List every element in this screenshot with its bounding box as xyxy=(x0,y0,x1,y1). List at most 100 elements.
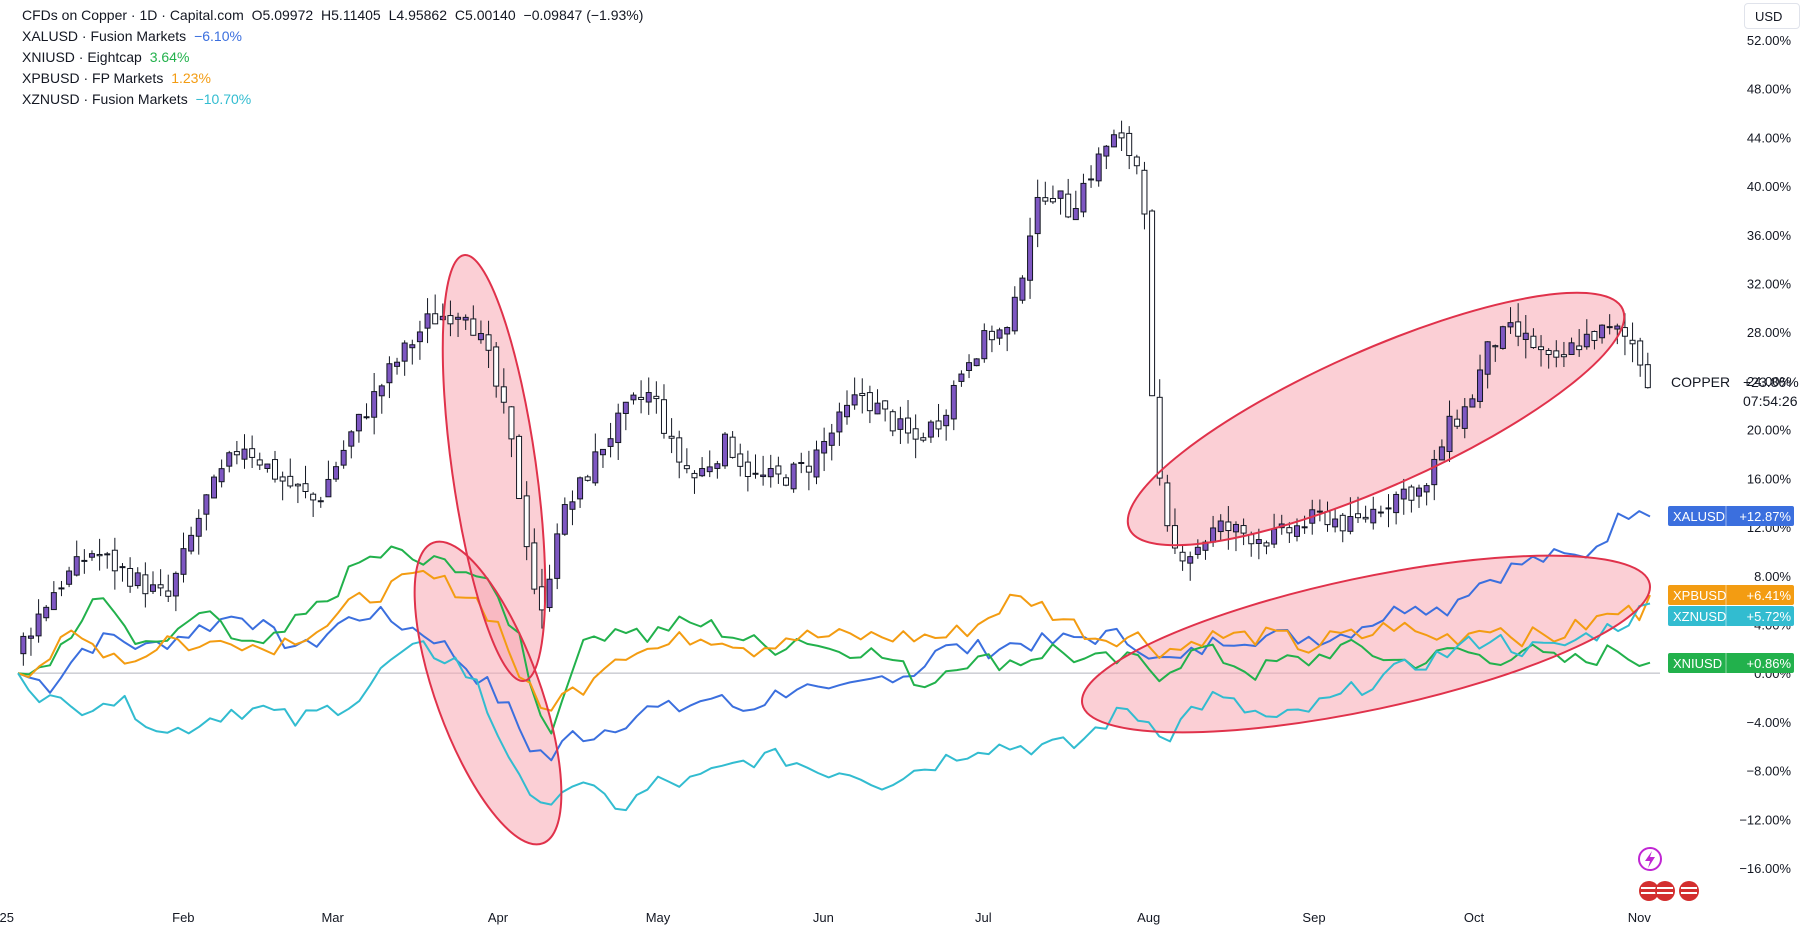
candle-body xyxy=(1293,525,1300,537)
candle-body xyxy=(1499,326,1506,349)
candle-body xyxy=(905,417,912,434)
candle-body xyxy=(767,468,774,478)
copper-symbol-label: COPPER xyxy=(1671,374,1730,390)
candle-body xyxy=(1232,523,1239,533)
candle-body xyxy=(256,459,263,466)
us-flag-icon xyxy=(1655,881,1675,901)
candle-body xyxy=(1065,193,1072,218)
candle-body xyxy=(538,586,545,611)
candle-body xyxy=(1530,335,1537,349)
candle-body xyxy=(844,404,851,418)
candle-body xyxy=(172,572,179,597)
candle-body xyxy=(1248,534,1255,545)
y-tick-label: −8.00% xyxy=(1747,764,1792,779)
badge-symbol: XZNUSD xyxy=(1673,609,1726,624)
candle-body xyxy=(127,568,134,587)
candle-body xyxy=(462,316,469,321)
candle-body xyxy=(1034,196,1041,235)
candle-body xyxy=(149,584,156,592)
y-tick-label: 24.00% xyxy=(1747,374,1792,389)
copper-candles xyxy=(20,120,1651,666)
candle-body xyxy=(188,534,195,552)
candle-body xyxy=(401,342,408,362)
candle-body xyxy=(737,453,744,467)
highlight-ellipses xyxy=(414,255,1650,845)
candle-body xyxy=(660,399,667,434)
countdown-timer: 07:54:26 xyxy=(1743,393,1798,409)
y-tick-label: 44.00% xyxy=(1747,130,1792,145)
x-tick-label: Feb xyxy=(172,910,194,925)
main-symbol-row[interactable]: CFDs on Copper · 1D · Capital.com O5.099… xyxy=(22,5,647,26)
candle-body xyxy=(607,438,614,447)
candle-body xyxy=(477,333,484,341)
badge-value: +5.72% xyxy=(1747,609,1792,624)
candle-body xyxy=(1477,369,1484,402)
lightning-icon[interactable] xyxy=(1638,847,1662,871)
candle-body xyxy=(27,635,34,639)
candle-body xyxy=(203,494,210,515)
comparison-series xyxy=(17,510,1651,812)
candle-body xyxy=(988,330,995,341)
candle-body xyxy=(569,501,576,510)
candle-body xyxy=(416,331,423,343)
candle-body xyxy=(1286,527,1293,534)
candle-body xyxy=(798,461,805,464)
x-tick-label: Jun xyxy=(813,910,834,925)
candle-body xyxy=(1347,516,1354,532)
last-value-badge-bg xyxy=(1668,653,1794,673)
legend-item-xpbusd[interactable]: XPBUSD · FP Markets 1.23% xyxy=(22,68,647,89)
candle-body xyxy=(1461,406,1468,429)
legend-item-xniusd[interactable]: XNIUSD · Eightcap 3.64% xyxy=(22,47,647,68)
candle-body xyxy=(226,452,233,467)
candle-body xyxy=(1194,546,1201,555)
candle-body xyxy=(912,428,919,440)
candle-body xyxy=(1019,277,1026,301)
y-tick-label: 48.00% xyxy=(1747,82,1792,97)
candle-body xyxy=(1377,511,1384,514)
candle-body xyxy=(81,559,88,562)
candle-body xyxy=(1591,331,1598,341)
candle-body xyxy=(1126,132,1133,157)
candle-body xyxy=(1088,178,1095,181)
currency-button[interactable]: USD xyxy=(1744,3,1800,29)
candle-body xyxy=(455,316,462,320)
highlight-ellipse-fill xyxy=(1082,555,1650,733)
candle-body xyxy=(1614,325,1621,330)
last-value-badge-bg xyxy=(1668,606,1794,626)
candle-body xyxy=(1515,321,1522,337)
candle-body xyxy=(1316,510,1323,513)
candle-body xyxy=(645,392,652,403)
candle-body xyxy=(134,572,141,587)
last-value-badge-bg xyxy=(1668,585,1794,605)
x-tick-label: 2025 xyxy=(0,910,14,925)
candle-body xyxy=(577,477,584,500)
x-tick-label: Sep xyxy=(1302,910,1325,925)
candle-body xyxy=(195,517,202,537)
candle-body xyxy=(294,483,301,487)
legend-label: XALUSD · Fusion Markets xyxy=(22,28,187,44)
candle-body xyxy=(508,406,515,440)
candle-body xyxy=(1095,153,1102,182)
legend-item-xznusd[interactable]: XZNUSD · Fusion Markets −10.70% xyxy=(22,89,647,110)
candle-body xyxy=(394,361,401,367)
candle-body xyxy=(882,400,889,410)
candle-body xyxy=(1423,485,1430,493)
candle-body xyxy=(1599,324,1606,339)
candle-body xyxy=(889,411,896,432)
highlight-ellipse-outline xyxy=(441,254,547,682)
copper-last-label: COPPER +23.86% 07:54:26 xyxy=(1671,374,1799,409)
y-tick-label: 40.00% xyxy=(1747,179,1792,194)
candle-body xyxy=(927,421,934,438)
candle-body xyxy=(546,578,553,609)
highlight-ellipse-fill xyxy=(1127,292,1625,546)
candle-body xyxy=(744,461,751,478)
candle-body xyxy=(111,549,118,572)
badge-value: +12.87% xyxy=(1739,509,1791,524)
candle-body xyxy=(1217,520,1224,533)
candle-body xyxy=(1522,332,1529,340)
candle-body xyxy=(821,440,828,454)
y-tick-label: 8.00% xyxy=(1754,569,1791,584)
legend-item-xalusd[interactable]: XALUSD · Fusion Markets −6.10% xyxy=(22,26,647,47)
ohlc-close: C5.00140 xyxy=(454,7,516,23)
